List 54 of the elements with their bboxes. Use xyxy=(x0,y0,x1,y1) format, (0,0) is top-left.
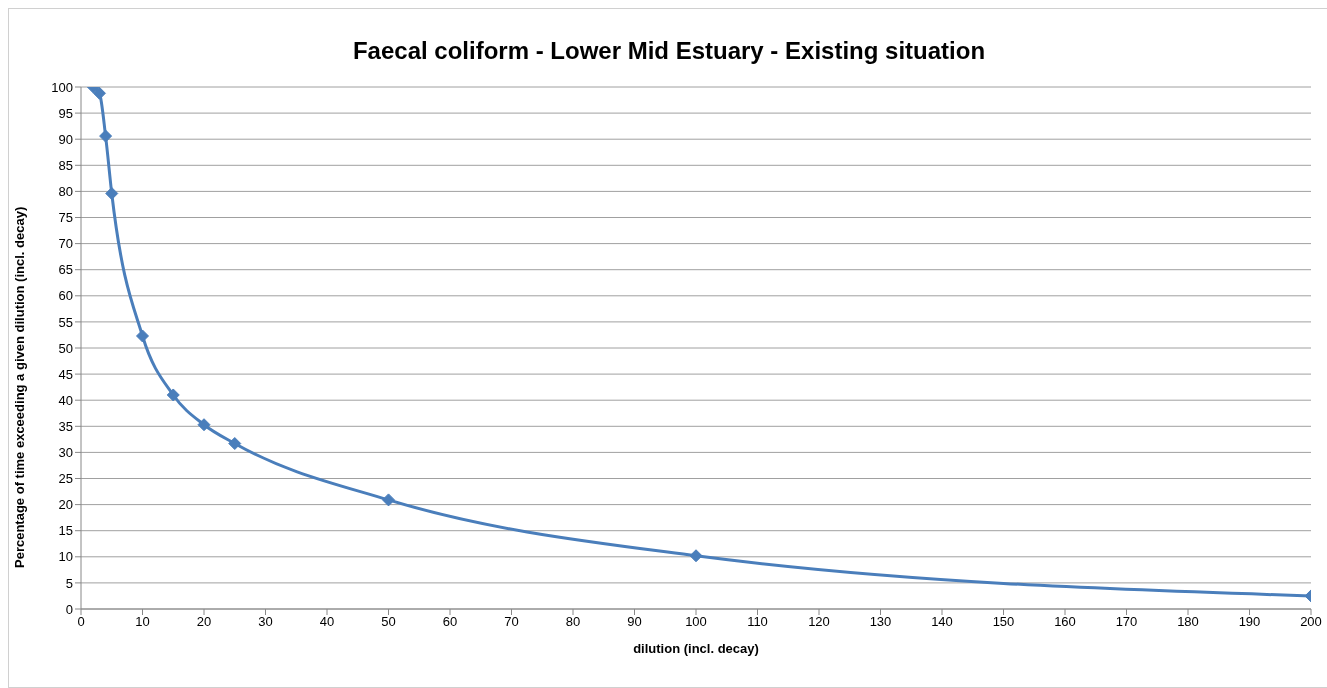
x-tick-label: 70 xyxy=(504,614,519,630)
x-tick-label: 130 xyxy=(869,614,892,630)
y-tick-label: 100 xyxy=(51,79,73,95)
y-tick-label: 90 xyxy=(58,131,73,147)
y-tick-label: 25 xyxy=(58,471,73,487)
y-tick-label: 95 xyxy=(58,105,73,121)
y-tick-label: 45 xyxy=(58,366,73,382)
y-tick-label: 80 xyxy=(58,184,73,200)
x-tick-label: 50 xyxy=(381,614,396,630)
x-tick-label: 160 xyxy=(1054,614,1076,630)
point xyxy=(166,388,180,402)
x-tick-label: 180 xyxy=(1177,614,1199,630)
x-axis-title: dilution (incl. decay) xyxy=(633,641,759,656)
x-tick-label: 120 xyxy=(808,614,830,630)
x-tick-label: 80 xyxy=(565,614,581,630)
x-tick-label: 60 xyxy=(442,614,458,630)
x-tick-label: 140 xyxy=(931,614,953,630)
point xyxy=(197,418,211,432)
y-tick-label: 20 xyxy=(58,497,73,513)
x-tick-label: 100 xyxy=(685,614,707,630)
chart-title: Faecal coliform - Lower Mid Estuary - Existing situation xyxy=(351,37,987,65)
x-tick-label: 0 xyxy=(77,614,85,630)
y-tick-label: 65 xyxy=(58,262,73,278)
y-axis-title: Percentage of time exceeding a given dilution (incl. decay) xyxy=(11,206,27,568)
point xyxy=(228,437,242,451)
point xyxy=(92,87,106,100)
y-tick-label: 55 xyxy=(58,314,73,330)
y-tick-label: 35 xyxy=(58,418,73,434)
y-tick-label: 75 xyxy=(58,210,73,226)
y-tick-label: 50 xyxy=(58,340,73,356)
y-tick-label: 85 xyxy=(58,157,73,173)
point xyxy=(689,549,703,563)
x-tick-label: 200 xyxy=(1300,614,1322,630)
point xyxy=(382,493,395,507)
y-tick-label: 10 xyxy=(58,549,73,565)
point xyxy=(136,329,149,343)
x-tick-label: 10 xyxy=(135,614,150,630)
x-tick-label: 90 xyxy=(627,614,642,630)
x-tick-label: 40 xyxy=(319,614,335,630)
x-tick-label: 170 xyxy=(1115,614,1138,630)
y-tick-label: 5 xyxy=(65,575,73,591)
x-tick-label: 20 xyxy=(196,614,212,630)
x-tick-label: 30 xyxy=(258,614,273,630)
y-tick-label: 0 xyxy=(65,601,73,617)
x-tick-label: 150 xyxy=(992,614,1015,630)
point xyxy=(105,186,119,200)
y-tick-label: 30 xyxy=(58,445,73,461)
x-tick-label: 110 xyxy=(747,614,768,630)
x-tick-label: 190 xyxy=(1238,614,1261,630)
y-tick-label: 40 xyxy=(58,392,73,408)
point xyxy=(99,129,113,143)
y-tick-label: 70 xyxy=(58,236,73,252)
y-tick-label: 60 xyxy=(58,288,73,304)
y-tick-label: 15 xyxy=(58,523,73,539)
